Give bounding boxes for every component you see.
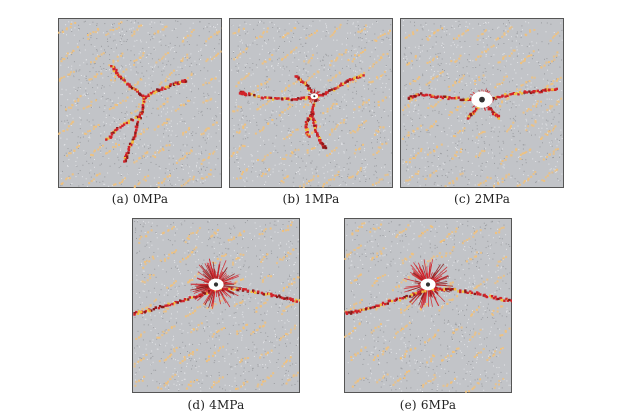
specimen-image-d — [132, 218, 300, 393]
panel-c — [400, 18, 564, 188]
caption-d: (d) 4MPa — [187, 398, 245, 412]
panel-b — [229, 18, 393, 188]
caption-e: (e) 6MPa — [399, 398, 457, 412]
specimen-image-e — [344, 218, 512, 393]
panel-d — [132, 218, 300, 393]
caption-c: (c) 2MPa — [453, 192, 511, 206]
panel-a — [58, 18, 222, 188]
caption-b: (b) 1MPa — [282, 192, 340, 206]
specimen-image-a — [58, 18, 222, 188]
panel-e — [344, 218, 512, 393]
caption-a: (a) 0MPa — [111, 192, 169, 206]
specimen-image-b — [229, 18, 393, 188]
specimen-image-c — [400, 18, 564, 188]
